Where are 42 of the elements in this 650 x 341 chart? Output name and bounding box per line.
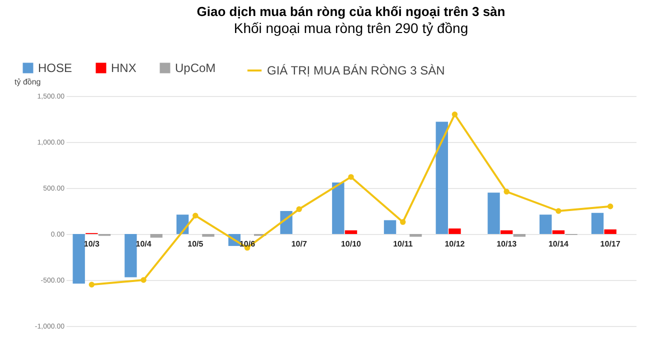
chart-title: Giao dịch mua bán ròng của khối ngoại trên 3 sàn [196, 4, 506, 19]
x-tick-label: 10/11 [393, 240, 414, 248]
point [192, 212, 198, 218]
point [452, 112, 458, 118]
bar [72, 234, 85, 284]
point [556, 208, 562, 214]
legend-label: GIÁ TRỊ MUA BÁN RÒNG 3 SÀN [267, 64, 445, 78]
x-tick-label: 10/5 [188, 240, 204, 248]
bar [448, 228, 461, 234]
x-tick-label: 10/7 [291, 240, 308, 248]
bar [552, 230, 565, 234]
x-tick-label: 10/17 [600, 240, 621, 248]
bar [513, 234, 526, 237]
bar [540, 214, 552, 234]
legend-label: UpCoM [175, 61, 216, 75]
point [607, 204, 614, 210]
bar [150, 234, 162, 238]
x-tick-label: 10/12 [444, 240, 466, 248]
bar [604, 229, 616, 234]
legend-label: HNX [111, 61, 136, 75]
chart-subtitle: Khối ngoại mua ròng trên 290 tỷ đồng [234, 20, 468, 36]
x-tick-label: 10/13 [496, 240, 518, 248]
x-tick-label: 10/10 [340, 240, 362, 248]
bar [202, 234, 214, 237]
bar [591, 212, 604, 234]
point [348, 174, 354, 180]
x-tick-label: 10/14 [548, 240, 570, 248]
bar [436, 122, 448, 234]
bar [332, 182, 344, 234]
bar [384, 220, 396, 234]
point [296, 206, 302, 212]
point [400, 219, 406, 225]
bar [124, 234, 137, 278]
point [140, 277, 146, 283]
y-axis-title: tỷ đồng [14, 78, 41, 86]
point [504, 188, 510, 195]
bar [500, 230, 513, 234]
bar [488, 192, 500, 234]
bar [410, 234, 422, 237]
point [88, 282, 95, 288]
bar [344, 230, 358, 234]
legend-label: HOSE [38, 61, 72, 75]
